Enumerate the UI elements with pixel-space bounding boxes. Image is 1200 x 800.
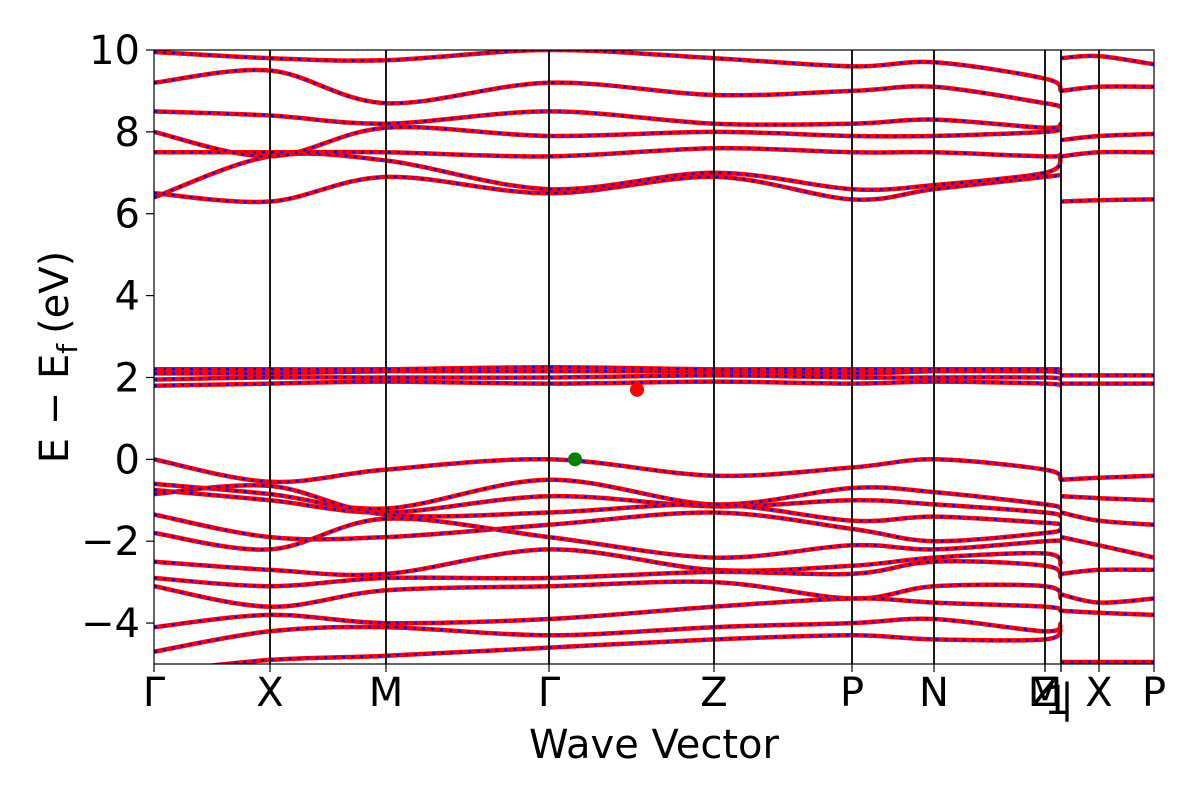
band-lines — [154, 50, 1154, 664]
y-tick-label-0: −4 — [81, 601, 140, 647]
band-spin-down-5 — [154, 517, 1062, 559]
y-axis-title-main: E − E — [32, 354, 78, 464]
y-axis-title-subscript: f — [51, 343, 84, 354]
svg-text:E − Ef(eV): E − Ef (eV) — [32, 251, 84, 464]
x-tick-label-4: Z — [700, 670, 727, 716]
x-tick-label-11: X — [1085, 670, 1112, 716]
y-axis-ticks: −4 −2 0 2 4 6 8 10 — [81, 28, 154, 647]
y-tick-label-4: 4 — [115, 274, 140, 320]
high-symmetry-lines — [269, 50, 1100, 664]
y-tick-label-5: 6 — [115, 192, 140, 238]
band-spin-down-22 — [154, 50, 1063, 92]
x-tick-label-2: M — [369, 670, 404, 716]
x-tick-label-8: M — [1028, 670, 1063, 716]
band-spin-down-20 — [154, 110, 1062, 130]
x-tick-label-1: X — [256, 670, 283, 716]
x-tick-label-7: Z — [1031, 670, 1058, 716]
y-axis-title: E − Ef (eV) — [32, 251, 84, 464]
x-tick-label-12: P — [1142, 670, 1166, 716]
y-tick-label-1: −2 — [81, 519, 140, 565]
band-spin-down-11 — [213, 626, 1063, 664]
band-spin-down-15 — [154, 365, 1061, 371]
x-tick-label-3: Γ — [538, 670, 561, 716]
band-spin-down-10 — [154, 617, 1062, 653]
band-spin-down-6 — [154, 548, 1063, 577]
band-spin-up-3 — [154, 483, 1063, 528]
band-spin-down-21 — [154, 68, 1062, 109]
band-spin-down-7 — [154, 560, 1063, 588]
band-spin-down-8 — [154, 580, 1063, 608]
y-tick-label-2: 0 — [115, 437, 140, 483]
band-spin-down-12 — [154, 380, 1062, 387]
x-axis-title: Wave Vector — [529, 722, 780, 768]
x-axis-ticks: Γ X M Γ Z P N ZM1| X P — [143, 664, 1166, 724]
y-axis-title-unit: (eV) — [32, 251, 78, 334]
y-tick-label-7: 10 — [89, 28, 140, 74]
x-tick-label-5: P — [840, 670, 864, 716]
band-spin-down-9 — [154, 597, 1062, 629]
x-tick-label-9: 1 — [1044, 678, 1069, 724]
band-spin-up-16 — [154, 172, 1063, 205]
band-spin-down-19 — [154, 125, 1062, 158]
band-spin-down-13 — [154, 374, 1062, 381]
band-spin-down-17 — [154, 152, 1063, 199]
band-edge-markers — [568, 382, 644, 467]
band-spin-down-1 — [154, 478, 1062, 511]
x-tick-label-6: N — [919, 670, 949, 716]
cbm-marker — [630, 382, 644, 397]
x-tick-label-0: Γ — [143, 670, 166, 716]
y-tick-label-6: 8 — [115, 110, 140, 156]
vbm-marker — [568, 452, 582, 467]
y-tick-label-3: 2 — [115, 355, 140, 401]
x-tick-label-10: | — [1060, 676, 1073, 722]
band-spin-down-18 — [154, 146, 1062, 158]
band-spin-down-0 — [154, 457, 1062, 484]
plot-frame — [153, 49, 1155, 665]
